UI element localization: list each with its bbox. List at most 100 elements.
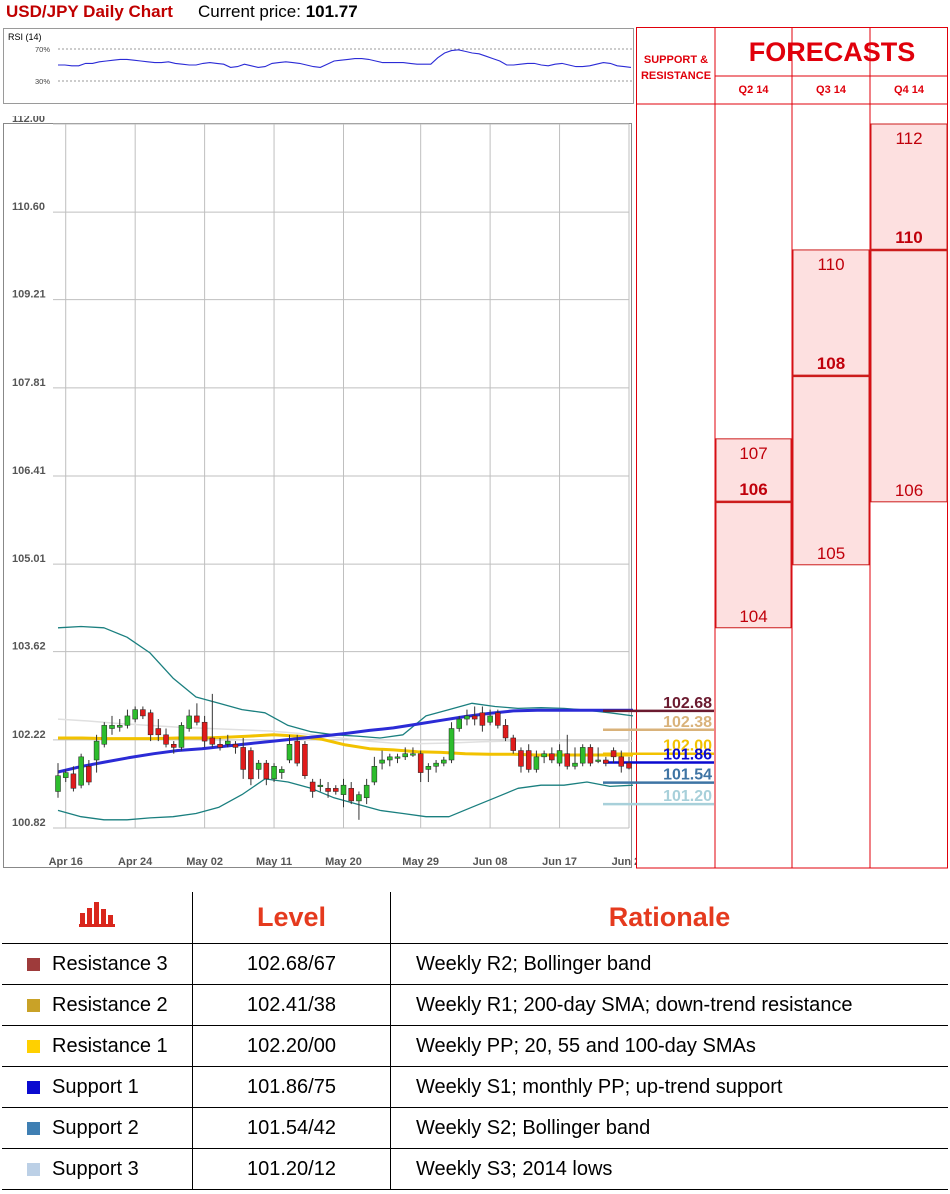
level-name-cell: Support 3: [2, 1148, 193, 1190]
y-tick-label: 110.60: [12, 201, 45, 213]
level-name-cell: Support 2: [2, 1107, 193, 1149]
candle-bullish: [178, 725, 185, 748]
candle-bullish: [487, 715, 493, 723]
horizontal-grid: [53, 123, 629, 829]
rsi-frame: [3, 28, 634, 104]
current-price-label: Current price:: [198, 2, 306, 21]
candle-bearish: [86, 766, 92, 783]
level-name: Support 2: [52, 1116, 139, 1139]
candle-bearish: [325, 788, 331, 792]
candle-bullish: [371, 766, 378, 783]
candle-bullish: [186, 715, 192, 729]
candle-bullish: [425, 766, 432, 770]
level-rationale-cell: Weekly S1; monthly PP; up-trend support: [390, 1066, 948, 1108]
level-name-cell: Resistance 2: [2, 984, 193, 1026]
rsi-level-high-label: 70%: [35, 45, 50, 54]
candle-bullish: [116, 725, 123, 728]
y-tick-label: 107.81: [12, 377, 46, 389]
sma-grey-line: [57, 718, 633, 745]
candle-bullish: [448, 728, 455, 761]
y-axis-labels: 112.00 110.60 109.21 107.81 106.41 105.01 103.…: [12, 116, 46, 829]
current-price: Current price: 101.77: [198, 2, 358, 22]
sr-level-label: 102.38: [663, 714, 712, 731]
bollinger-upper-line: [57, 625, 634, 739]
candle-bullish: [101, 725, 108, 745]
candle-bullish: [533, 756, 540, 770]
level-name-cell: Resistance 3: [2, 943, 193, 985]
levels-header-row: Level Rationale: [2, 892, 948, 944]
x-tick-label: Jun 17: [542, 856, 577, 868]
rsi-line: [58, 49, 632, 68]
level-color-swatch: [27, 998, 40, 1012]
level-name-cell: Resistance 1: [2, 1025, 193, 1067]
candle-bearish: [618, 756, 625, 767]
candle-bullish: [541, 753, 547, 758]
candle-bearish: [525, 750, 532, 770]
candle-bearish: [155, 728, 162, 736]
x-tick-label: Jun 26: [612, 856, 636, 868]
level-value-cell: 101.20/12: [192, 1148, 391, 1190]
y-tick-label: 103.62: [12, 641, 46, 653]
candle-bullish: [356, 794, 362, 802]
forecast-low-label: 105: [817, 544, 845, 563]
candle-bearish: [471, 715, 478, 720]
level-rationale-cell: Weekly S3; 2014 lows: [390, 1148, 948, 1190]
candle-bearish: [479, 712, 486, 726]
candle-bullish: [456, 718, 462, 729]
candle-bullish: [109, 725, 115, 729]
level-name: Support 3: [52, 1157, 139, 1180]
chart-frame: [3, 123, 632, 868]
level-value-cell: 101.54/42: [192, 1107, 391, 1149]
candle-bearish: [302, 744, 308, 776]
quarter-label: Q3 14: [816, 84, 847, 96]
candle-bullish: [464, 715, 470, 720]
forecast-range-band: [870, 123, 948, 503]
candle-bullish: [279, 769, 285, 773]
forecast-low-label: 106: [895, 481, 923, 500]
candle-bullish: [62, 772, 69, 778]
candle-bearish: [502, 725, 509, 739]
level-rationale-cell: Weekly R1; 200-day SMA; down-trend resis…: [390, 984, 948, 1026]
levels-row: Support 3 101.20/12 Weekly S3; 2014 lows: [2, 1148, 948, 1190]
level-rationale-cell: Weekly PP; 20, 55 and 100-day SMAs: [390, 1025, 948, 1067]
level-value-cell: 102.68/67: [192, 943, 391, 985]
rsi-panel: RSI (14) 70% 30%: [3, 28, 634, 104]
candle-bearish: [333, 788, 339, 792]
candle-bearish: [170, 744, 177, 748]
level-name: Resistance 2: [52, 993, 168, 1016]
bar-chart-icon: [79, 902, 115, 927]
y-tick-label: 105.01: [12, 553, 46, 565]
forecast-bands: 107 106 104 110 108 105 112 110 106: [715, 123, 948, 629]
sr-level-label: 102.68: [663, 695, 712, 712]
x-tick-label: Apr 16: [49, 856, 83, 868]
candle-bearish: [495, 712, 501, 726]
candle-bearish: [194, 715, 200, 723]
level-rationale-cell: Weekly R2; Bollinger band: [390, 943, 948, 985]
candle-bullish: [132, 709, 138, 720]
candle-bearish: [417, 753, 424, 773]
candle-bullish: [286, 744, 293, 761]
candle-bearish: [201, 721, 208, 742]
level-value-cell: 102.20/00: [192, 1025, 391, 1067]
quarter-label: Q2 14: [739, 84, 770, 96]
forecast-high-label: 107: [739, 444, 767, 463]
candle-bearish: [309, 781, 316, 792]
candle-bullish: [271, 766, 277, 780]
forecast-low-label: 104: [739, 607, 767, 626]
candle-bullish: [225, 740, 231, 745]
candle-bearish: [610, 750, 617, 758]
candle-bearish: [70, 773, 77, 789]
candle-bearish: [603, 759, 609, 764]
level-color-swatch: [27, 957, 40, 971]
forecast-high-label: 110: [817, 255, 844, 274]
sr-header-line2: RESISTANCE: [641, 70, 711, 82]
candle-bullish: [124, 715, 131, 726]
x-tick-label: May 02: [186, 856, 223, 868]
chart-title: USD/JPY Daily Chart: [6, 2, 173, 21]
candle-bearish: [587, 747, 594, 764]
y-tick-label: 100.82: [12, 817, 46, 829]
forecast-median-label: 108: [817, 354, 845, 373]
candle-bullish: [572, 762, 578, 767]
forecast-high-label: 112: [895, 129, 922, 148]
